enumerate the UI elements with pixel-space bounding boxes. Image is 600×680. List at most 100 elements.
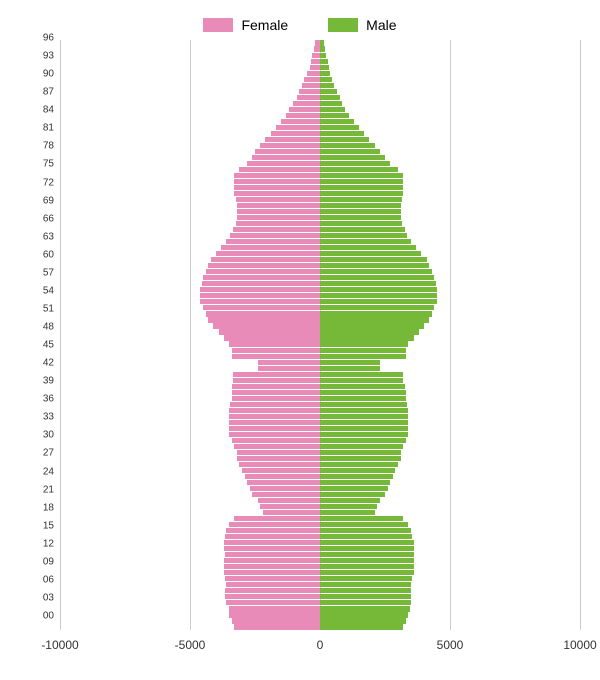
bar-female <box>200 299 320 304</box>
bar-male <box>320 46 325 51</box>
bar-male <box>320 53 326 58</box>
bar-male <box>320 510 375 515</box>
bar-female <box>250 486 320 491</box>
y-tick-label: 78 <box>43 141 60 152</box>
bar-female <box>229 414 320 419</box>
y-tick-label: 93 <box>43 51 60 62</box>
bar-female <box>239 462 320 467</box>
bar-female <box>234 516 320 521</box>
bar-female <box>224 546 320 551</box>
bar-female <box>242 468 320 473</box>
bar-male <box>320 221 402 226</box>
bar-male <box>320 498 380 503</box>
y-tick-label: 15 <box>43 520 60 531</box>
bar-female <box>230 233 320 238</box>
bar-female <box>299 89 320 94</box>
y-tick-label: 30 <box>43 430 60 441</box>
bar-female <box>233 227 320 232</box>
bar-male <box>320 143 375 148</box>
bar-male <box>320 408 408 413</box>
bar-female <box>245 474 320 479</box>
y-tick-label: 72 <box>43 177 60 188</box>
bar-male <box>320 77 332 82</box>
bar-female <box>311 59 320 64</box>
bar-male <box>320 588 411 593</box>
gridline <box>60 40 61 630</box>
y-tick-label: 03 <box>43 592 60 603</box>
bar-male <box>320 341 408 346</box>
bar-female <box>237 456 320 461</box>
bar-male <box>320 396 406 401</box>
bar-male <box>320 624 403 629</box>
bar-female <box>289 107 320 112</box>
bar-male <box>320 612 408 617</box>
y-tick-label: 54 <box>43 285 60 296</box>
bar-male <box>320 335 414 340</box>
y-tick-label: 33 <box>43 412 60 423</box>
bar-female <box>226 528 320 533</box>
y-tick-label: 18 <box>43 502 60 513</box>
bar-male <box>320 137 369 142</box>
bar-female <box>225 588 320 593</box>
bar-male <box>320 125 359 130</box>
bar-female <box>236 221 321 226</box>
bar-male <box>320 564 414 569</box>
gridline <box>190 40 191 630</box>
bar-male <box>320 600 411 605</box>
bar-male <box>320 468 395 473</box>
bar-female <box>234 173 320 178</box>
bar-male <box>320 107 345 112</box>
bar-male <box>320 227 405 232</box>
bar-female <box>255 149 320 154</box>
y-tick-label: 48 <box>43 322 60 333</box>
bar-female <box>233 372 320 377</box>
bar-female <box>213 323 320 328</box>
bar-male <box>320 444 403 449</box>
bar-female <box>232 396 320 401</box>
bar-female <box>247 480 320 485</box>
y-tick-label: 87 <box>43 87 60 98</box>
bar-female <box>229 420 320 425</box>
y-tick-label: 24 <box>43 466 60 477</box>
bar-male <box>320 480 390 485</box>
bar-female <box>276 125 320 130</box>
y-tick-label: 12 <box>43 538 60 549</box>
gridline <box>580 40 581 630</box>
bar-female <box>234 444 320 449</box>
bar-female <box>293 101 320 106</box>
x-tick-label: 5000 <box>437 630 464 652</box>
bar-female <box>224 540 320 545</box>
bar-female <box>232 348 320 353</box>
bar-female <box>203 305 320 310</box>
bar-female <box>310 65 320 70</box>
bar-male <box>320 71 330 76</box>
bar-female <box>229 408 320 413</box>
y-tick-label: 60 <box>43 249 60 260</box>
bar-male <box>320 281 436 286</box>
bar-male <box>320 263 429 268</box>
bar-male <box>320 378 403 383</box>
legend-item-female: Female <box>203 10 288 40</box>
bar-female <box>304 77 320 82</box>
bar-female <box>229 432 320 437</box>
bar-male <box>320 239 411 244</box>
y-tick-label: 21 <box>43 484 60 495</box>
bar-male <box>320 89 337 94</box>
bar-female <box>202 281 320 286</box>
bar-female <box>200 293 320 298</box>
bar-female <box>216 251 320 256</box>
bar-male <box>320 474 393 479</box>
bar-female <box>229 426 320 431</box>
bar-female <box>203 275 320 280</box>
bar-female <box>239 167 320 172</box>
bar-male <box>320 462 398 467</box>
bar-male <box>320 275 434 280</box>
legend-swatch-female <box>203 18 233 32</box>
bar-male <box>320 540 414 545</box>
bar-male <box>320 582 411 587</box>
bar-male <box>320 245 416 250</box>
bar-male <box>320 251 421 256</box>
y-tick-label: 90 <box>43 69 60 80</box>
bar-male <box>320 233 407 238</box>
bar-male <box>320 360 380 365</box>
